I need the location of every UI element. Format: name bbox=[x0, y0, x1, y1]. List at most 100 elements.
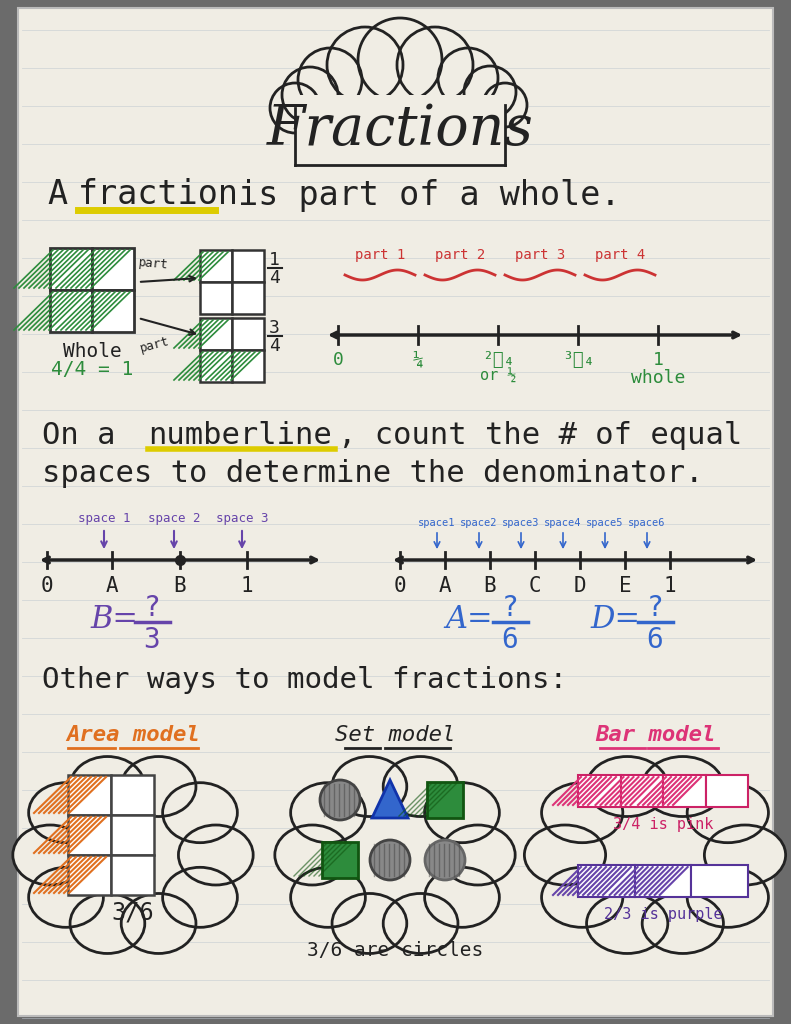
Circle shape bbox=[326, 26, 404, 104]
Text: Fractions: Fractions bbox=[267, 102, 533, 158]
Text: ³⁄₄: ³⁄₄ bbox=[562, 351, 594, 369]
Text: part: part bbox=[138, 256, 168, 272]
Text: or ½: or ½ bbox=[480, 369, 517, 384]
Bar bbox=[620, 775, 663, 807]
FancyBboxPatch shape bbox=[290, 75, 510, 160]
Bar bbox=[200, 318, 232, 350]
Text: 0: 0 bbox=[394, 575, 407, 596]
Text: space6: space6 bbox=[628, 518, 666, 528]
Ellipse shape bbox=[524, 825, 606, 885]
Ellipse shape bbox=[70, 757, 145, 816]
Text: B=: B= bbox=[90, 604, 138, 636]
Ellipse shape bbox=[542, 782, 623, 843]
Text: D=: D= bbox=[590, 604, 640, 636]
Ellipse shape bbox=[163, 782, 237, 843]
Text: ?: ? bbox=[144, 594, 161, 622]
Text: part 3: part 3 bbox=[515, 248, 565, 262]
Ellipse shape bbox=[642, 757, 724, 816]
Text: space 2: space 2 bbox=[148, 512, 200, 525]
Bar bbox=[92, 290, 134, 332]
Ellipse shape bbox=[121, 757, 196, 816]
Ellipse shape bbox=[179, 825, 253, 885]
Text: Area model: Area model bbox=[66, 725, 200, 745]
Text: space3: space3 bbox=[502, 518, 539, 528]
Text: 3: 3 bbox=[269, 319, 280, 337]
Circle shape bbox=[320, 780, 360, 820]
Text: space4: space4 bbox=[544, 518, 581, 528]
Text: A: A bbox=[48, 178, 89, 212]
Ellipse shape bbox=[383, 894, 458, 953]
Ellipse shape bbox=[332, 757, 407, 816]
Ellipse shape bbox=[542, 867, 623, 928]
Circle shape bbox=[463, 65, 517, 119]
Ellipse shape bbox=[425, 782, 499, 843]
Text: part 4: part 4 bbox=[595, 248, 645, 262]
Circle shape bbox=[269, 82, 321, 134]
Ellipse shape bbox=[290, 867, 365, 928]
Ellipse shape bbox=[70, 894, 145, 953]
Circle shape bbox=[370, 840, 410, 880]
Text: B: B bbox=[483, 575, 496, 596]
Bar bbox=[68, 775, 111, 815]
Bar bbox=[322, 842, 358, 878]
Text: fraction: fraction bbox=[78, 178, 239, 212]
Ellipse shape bbox=[687, 782, 768, 843]
Text: ?: ? bbox=[501, 594, 518, 622]
Ellipse shape bbox=[555, 785, 755, 925]
Text: space5: space5 bbox=[586, 518, 624, 528]
Text: 3/6: 3/6 bbox=[112, 901, 154, 925]
Bar bbox=[200, 282, 232, 314]
Bar bbox=[92, 248, 134, 290]
Text: 2/3 is purple: 2/3 is purple bbox=[604, 907, 722, 922]
Ellipse shape bbox=[587, 894, 668, 953]
Bar bbox=[50, 248, 92, 290]
Text: part: part bbox=[139, 335, 171, 355]
Text: 6: 6 bbox=[501, 626, 518, 654]
Ellipse shape bbox=[163, 867, 237, 928]
Ellipse shape bbox=[121, 894, 196, 953]
Text: E: E bbox=[619, 575, 631, 596]
Ellipse shape bbox=[332, 894, 407, 953]
Text: numberline: numberline bbox=[148, 421, 331, 450]
Text: 1: 1 bbox=[664, 575, 676, 596]
Text: 4: 4 bbox=[269, 269, 280, 287]
Text: On a: On a bbox=[42, 421, 134, 450]
Bar bbox=[578, 775, 620, 807]
Text: , count the # of equal: , count the # of equal bbox=[338, 421, 742, 450]
Text: space1: space1 bbox=[418, 518, 456, 528]
Text: Set model: Set model bbox=[335, 725, 455, 745]
Circle shape bbox=[425, 840, 465, 880]
Text: D: D bbox=[573, 575, 586, 596]
Ellipse shape bbox=[290, 782, 365, 843]
Text: space2: space2 bbox=[460, 518, 498, 528]
Text: 0: 0 bbox=[332, 351, 343, 369]
Circle shape bbox=[482, 82, 528, 128]
Text: 6: 6 bbox=[646, 626, 664, 654]
Text: 3/4 is pink: 3/4 is pink bbox=[613, 817, 713, 831]
Ellipse shape bbox=[28, 867, 104, 928]
Text: A: A bbox=[106, 575, 119, 596]
Text: is part of a whole.: is part of a whole. bbox=[218, 178, 620, 212]
Text: 0: 0 bbox=[40, 575, 53, 596]
Bar bbox=[691, 865, 748, 897]
Circle shape bbox=[357, 17, 443, 103]
Text: whole: whole bbox=[630, 369, 685, 387]
Text: B: B bbox=[174, 575, 187, 596]
Text: ¼: ¼ bbox=[413, 351, 423, 369]
Ellipse shape bbox=[441, 825, 515, 885]
Text: A=: A= bbox=[445, 604, 493, 636]
Bar bbox=[427, 782, 463, 818]
Ellipse shape bbox=[41, 785, 225, 925]
Bar bbox=[200, 250, 232, 282]
Text: part 2: part 2 bbox=[435, 248, 485, 262]
Ellipse shape bbox=[274, 825, 350, 885]
Bar bbox=[232, 282, 264, 314]
Text: 1: 1 bbox=[269, 251, 280, 269]
Text: 1: 1 bbox=[653, 351, 664, 369]
Bar bbox=[706, 775, 748, 807]
FancyBboxPatch shape bbox=[295, 95, 505, 165]
Text: spaces to determine the denominator.: spaces to determine the denominator. bbox=[42, 459, 703, 487]
Text: 3: 3 bbox=[144, 626, 161, 654]
Bar bbox=[232, 318, 264, 350]
Ellipse shape bbox=[425, 867, 499, 928]
